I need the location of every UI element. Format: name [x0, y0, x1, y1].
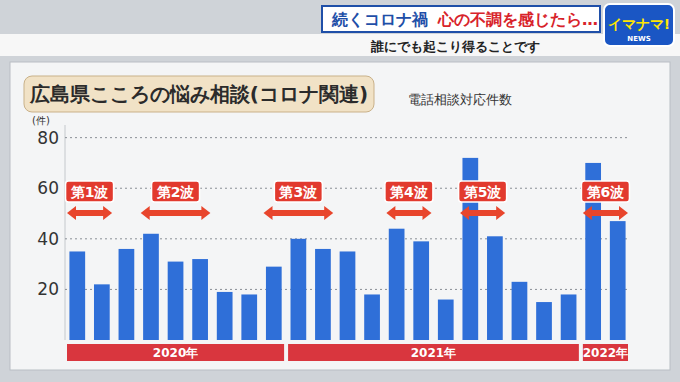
bar: [217, 292, 233, 340]
bar: [512, 282, 528, 340]
bars: [69, 158, 625, 340]
y-axis-label: (件): [32, 115, 50, 126]
bar: [241, 294, 257, 340]
year-label: 2022年: [583, 346, 628, 360]
wave-label-box: [66, 181, 114, 202]
logo-box: [604, 4, 674, 46]
background: [0, 0, 680, 382]
arrow-shaft: [147, 210, 205, 216]
wave-label: 第4波: [389, 184, 428, 200]
year-band: [288, 344, 579, 361]
y-axis-line: [65, 125, 66, 340]
arrow-shaft: [73, 210, 106, 216]
logo-text: イマナマ!: [608, 16, 670, 32]
bar: [291, 239, 307, 340]
y-tick-label: 20: [37, 279, 59, 299]
arrow-head: [201, 206, 210, 220]
chart-title: 広島県こころの悩み相談(コロナ関連): [29, 82, 368, 106]
grid-line: [65, 137, 630, 138]
wave-label-box: [152, 181, 200, 202]
bar: [340, 251, 356, 340]
year-band: [583, 344, 628, 361]
banner-text: 心の不調を感じたら…: [437, 10, 598, 29]
arrow-head: [386, 206, 395, 220]
arrow-head: [422, 206, 431, 220]
grid-line: [65, 188, 630, 189]
arrow-shaft: [466, 210, 499, 216]
wave-label: 第6波: [586, 184, 625, 200]
year-band: [67, 344, 284, 361]
wave-arrow: [386, 206, 431, 220]
bar: [364, 294, 380, 340]
wave-label: 第1波: [70, 184, 109, 200]
bar: [266, 267, 282, 340]
bar: [143, 234, 159, 340]
arrow-head: [103, 206, 112, 220]
header-subtitle: 誰にでも起こり得ることです: [370, 39, 540, 54]
bar: [610, 221, 626, 340]
year-label: 2021年: [411, 346, 456, 360]
wave-label-box: [274, 181, 322, 202]
bar: [413, 241, 429, 340]
arrow-shaft: [392, 210, 425, 216]
bar: [69, 251, 85, 340]
wave-label-box: [385, 181, 433, 202]
wave-label-box: [581, 181, 629, 202]
wave-arrow: [67, 206, 112, 220]
arrow-shaft: [589, 210, 622, 216]
arrow-head: [141, 206, 150, 220]
logo-sub: NEWS: [627, 35, 650, 43]
wave-label: 第5波: [463, 184, 502, 200]
wave-arrow: [583, 206, 628, 220]
arrow-head: [619, 206, 628, 220]
wave-arrow: [264, 206, 334, 220]
chart-subtitle: 電話相談対応件数: [408, 92, 512, 107]
chart-panel: [10, 62, 670, 370]
chart-root: 続くコロナ禍心の不調を感じたら… 誰にでも起こり得ることです イマナマ! NEWS 広島…: [0, 0, 680, 382]
wave-label-box: [459, 181, 507, 202]
y-tick-label: 40: [37, 229, 59, 249]
arrow-head: [264, 206, 273, 220]
banner-box: [322, 6, 600, 32]
arrow-shaft: [270, 210, 328, 216]
wave-label: 第3波: [278, 184, 317, 200]
wave-label: 第2波: [156, 184, 195, 200]
bar: [487, 236, 503, 340]
wave-arrow: [460, 206, 505, 220]
y-tick-label: 60: [37, 178, 59, 198]
wave-arrow: [141, 206, 211, 220]
bar: [561, 294, 577, 340]
bar: [168, 262, 184, 340]
subtitle-strip: [0, 34, 680, 56]
bar: [94, 284, 110, 340]
bar: [389, 229, 405, 340]
title-box: [24, 76, 374, 112]
y-tick-label: 80: [37, 128, 59, 148]
arrow-head: [496, 206, 505, 220]
arrow-head: [460, 206, 469, 220]
banner-text: 続くコロナ禍: [331, 10, 428, 29]
year-label: 2020年: [153, 346, 198, 360]
bar: [536, 302, 552, 340]
arrow-head: [583, 206, 592, 220]
bar: [438, 300, 454, 340]
arrow-head: [324, 206, 333, 220]
bar: [192, 259, 208, 340]
bar: [119, 249, 135, 340]
bar: [315, 249, 331, 340]
arrow-head: [67, 206, 76, 220]
